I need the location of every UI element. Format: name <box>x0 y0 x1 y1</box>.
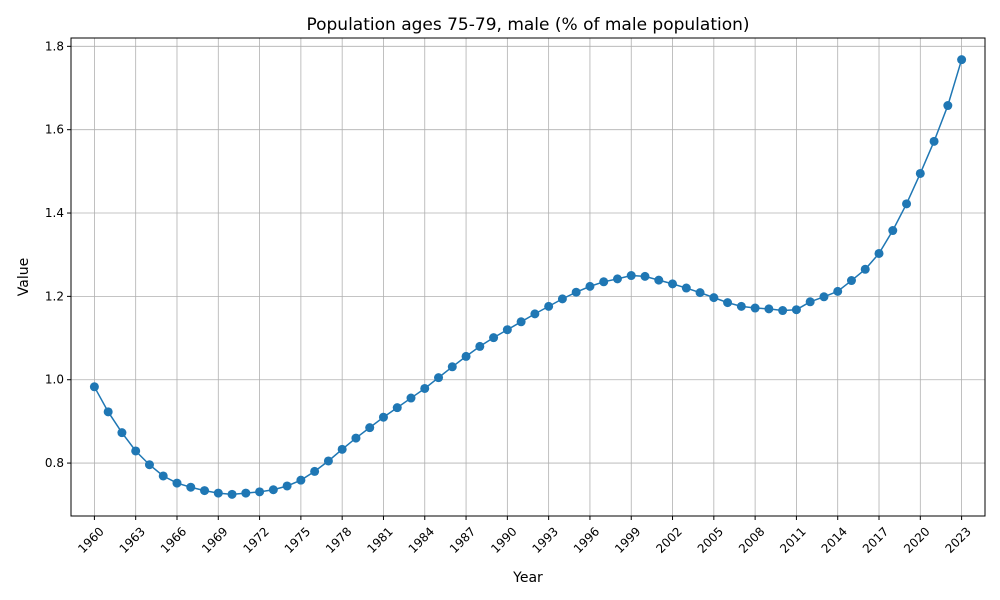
data-series <box>89 55 967 499</box>
data-point <box>902 199 912 209</box>
chart-title: Population ages 75-79, male (% of male p… <box>306 15 749 35</box>
data-point <box>186 482 196 492</box>
data-point <box>310 466 320 476</box>
data-point <box>378 412 388 422</box>
y-tick-label: 1.6 <box>45 123 64 137</box>
data-point <box>571 287 581 297</box>
data-point <box>957 55 967 65</box>
y-axis-label: Value <box>16 258 32 296</box>
data-point <box>213 488 223 498</box>
data-point <box>502 325 512 335</box>
data-point <box>172 478 182 488</box>
data-point <box>282 481 292 491</box>
data-point <box>778 306 788 316</box>
data-point <box>489 333 499 343</box>
data-point <box>709 293 719 303</box>
data-point <box>296 475 306 485</box>
y-axis-ticks: 0.8 1.0 1.2 1.4 1.6 1.8 <box>45 39 71 470</box>
data-point <box>392 403 402 413</box>
data-point <box>255 487 265 497</box>
data-point <box>626 271 636 281</box>
data-point <box>144 460 154 470</box>
data-point <box>406 393 416 403</box>
data-point <box>544 301 554 311</box>
data-point <box>723 298 733 308</box>
data-point <box>654 275 664 285</box>
data-point <box>695 288 705 298</box>
data-point <box>268 485 278 495</box>
plot-frame <box>70 37 986 517</box>
data-point <box>668 279 678 289</box>
y-tick-label: 1.2 <box>45 289 64 303</box>
data-point <box>915 168 925 178</box>
data-point <box>612 274 622 284</box>
data-point <box>323 456 333 466</box>
data-point <box>447 362 457 372</box>
data-point <box>805 297 815 307</box>
data-point <box>681 283 691 293</box>
data-point <box>846 276 856 286</box>
data-point <box>351 433 361 443</box>
data-point <box>516 317 526 327</box>
data-point <box>89 382 99 392</box>
data-point <box>860 264 870 274</box>
y-tick-label: 0.8 <box>45 456 64 470</box>
data-point <box>833 286 843 296</box>
data-point <box>241 488 251 498</box>
data-point <box>365 423 375 433</box>
y-tick-label: 1.0 <box>45 373 64 387</box>
data-point <box>819 292 829 302</box>
data-point <box>103 407 113 417</box>
y-tick-label: 1.8 <box>45 39 64 53</box>
data-point <box>640 271 650 281</box>
data-point <box>929 136 939 146</box>
data-point <box>158 471 168 481</box>
data-point <box>750 303 760 313</box>
data-point <box>888 226 898 236</box>
data-point <box>599 277 609 287</box>
data-point <box>475 341 485 351</box>
x-axis-label: Year <box>512 570 543 586</box>
data-point <box>337 444 347 454</box>
data-point <box>557 294 567 304</box>
data-point <box>434 373 444 383</box>
data-point <box>117 428 127 438</box>
data-point <box>943 101 953 111</box>
data-point <box>420 383 430 393</box>
data-point <box>585 281 595 291</box>
data-point <box>764 304 774 314</box>
data-point <box>530 309 540 319</box>
data-point <box>227 489 237 499</box>
data-point <box>461 351 471 361</box>
grid-lines <box>71 38 985 516</box>
data-point <box>131 446 141 456</box>
y-tick-label: 1.4 <box>45 206 64 220</box>
series-line <box>93 59 963 496</box>
data-point <box>791 305 801 315</box>
data-point <box>200 486 210 496</box>
data-point <box>874 248 884 258</box>
data-point <box>736 301 746 311</box>
plot-area-background <box>71 38 985 516</box>
